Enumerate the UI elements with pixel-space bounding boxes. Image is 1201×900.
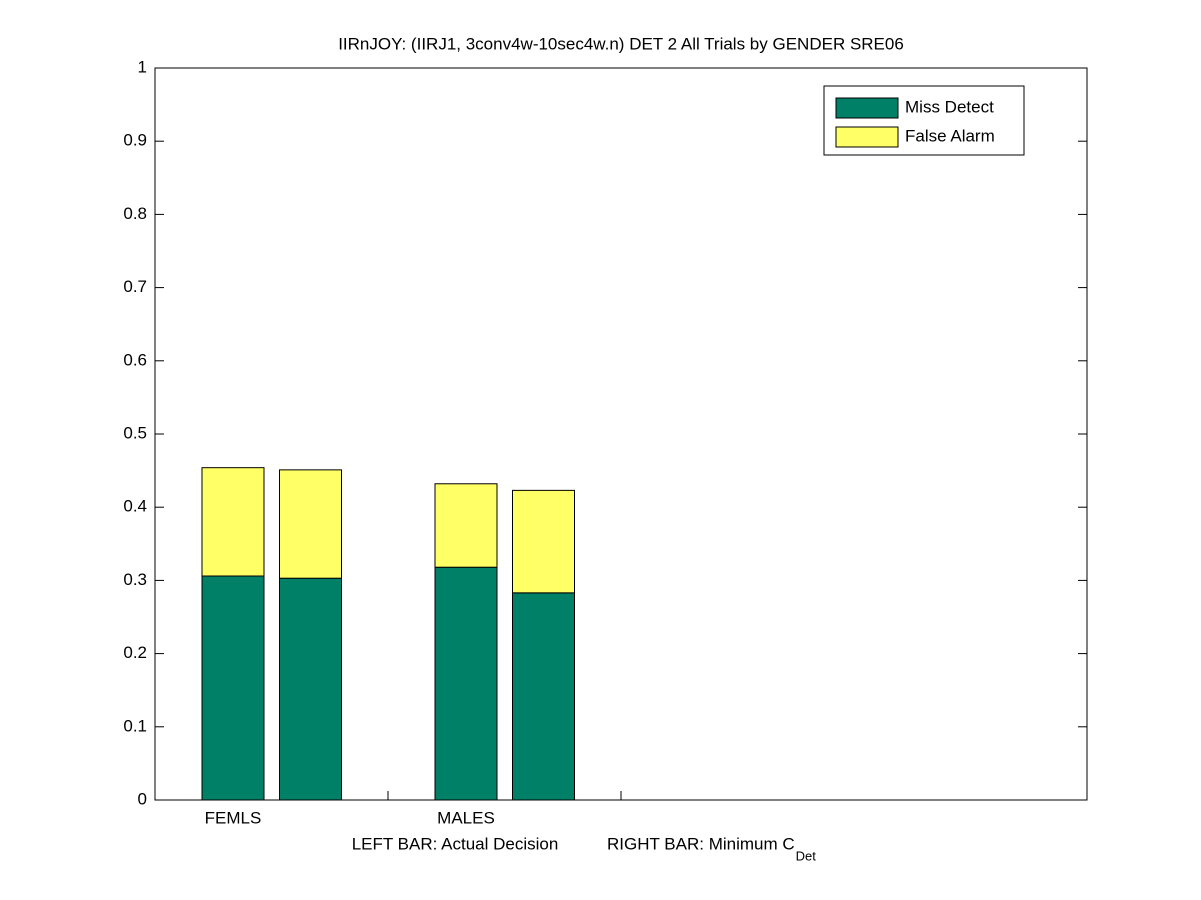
x-axis-label: LEFT BAR: Actual Decision — [352, 834, 559, 853]
bar-segment — [201, 467, 265, 577]
y-tick-label: 0.2 — [123, 643, 147, 662]
bar-segment — [201, 575, 265, 801]
y-tick-label: 0.8 — [123, 204, 147, 223]
x-tick-label: FEMLS — [205, 808, 262, 827]
bar-segment — [434, 566, 498, 801]
bar-segment — [279, 577, 342, 801]
legend-label: False Alarm — [905, 126, 995, 145]
bar-segment — [434, 483, 498, 568]
chart-title: IIRnJOY: (IIRJ1, 3conv4w-10sec4w.n) DET … — [338, 34, 904, 53]
y-tick-label: 0.5 — [123, 423, 147, 442]
x-axis-label: RIGHT BAR: Minimum C — [607, 834, 795, 853]
x-tick-label: MALES — [437, 808, 495, 827]
legend-swatch — [835, 97, 899, 119]
bar-segment — [512, 592, 575, 801]
y-tick-label: 0.3 — [123, 570, 147, 589]
y-tick-label: 0.7 — [123, 277, 147, 296]
y-tick-label: 0.1 — [123, 716, 147, 735]
y-tick-label: 0.9 — [123, 131, 147, 150]
bar-segment — [279, 469, 342, 579]
y-tick-label: 0.6 — [123, 350, 147, 369]
x-axis-label-subscript: Det — [796, 848, 817, 863]
bar-segment — [512, 489, 575, 594]
y-tick-label: 0.4 — [123, 497, 147, 516]
legend-swatch — [835, 126, 899, 148]
legend-label: Miss Detect — [905, 97, 994, 116]
y-tick-label: 0 — [138, 789, 147, 808]
y-tick-label: 1 — [138, 57, 147, 76]
